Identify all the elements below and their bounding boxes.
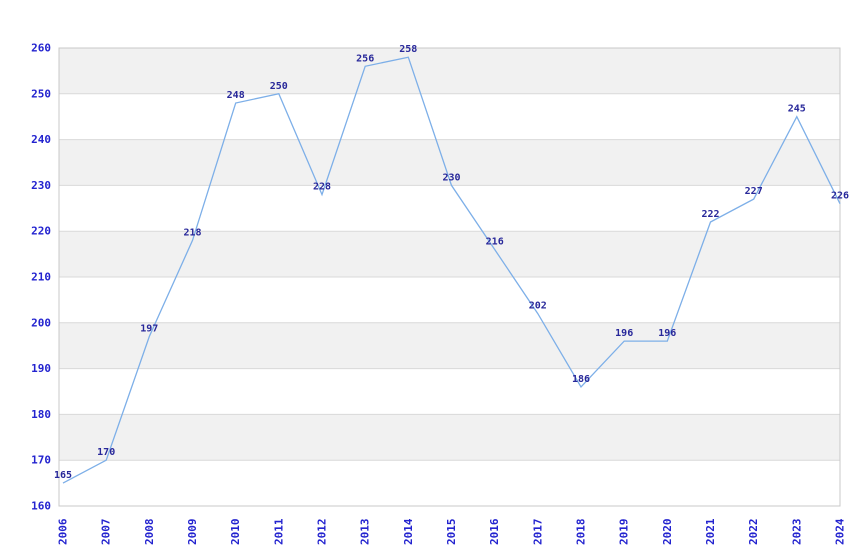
x-tick-label: 2024: [834, 518, 847, 545]
point-label: 186: [572, 374, 590, 385]
x-tick-label: 2013: [359, 519, 372, 546]
x-tick-label: 2010: [229, 519, 242, 546]
point-label: 226: [831, 191, 849, 202]
point-label: 170: [97, 447, 115, 458]
point-label: 197: [140, 324, 158, 335]
point-label: 230: [442, 172, 460, 183]
y-tick-label: 210: [31, 271, 51, 284]
y-tick-label: 250: [31, 87, 51, 100]
y-tick-label: 220: [31, 225, 51, 238]
x-tick-label: 2019: [618, 519, 631, 546]
y-tick-label: 180: [31, 408, 51, 421]
y-tick-label: 230: [31, 179, 51, 192]
point-label: 245: [788, 104, 806, 115]
grid-band: [59, 322, 840, 369]
point-label: 202: [529, 301, 547, 312]
series-line: [62, 56, 841, 484]
x-tick-label: 2023: [790, 519, 803, 546]
y-tick-label: 170: [31, 454, 51, 467]
y-tick-label: 190: [31, 362, 51, 375]
point-label: 196: [615, 328, 633, 339]
point-label: 248: [227, 90, 245, 101]
x-tick-label: 2008: [143, 519, 156, 546]
y-tick-label: 160: [31, 500, 51, 513]
x-tick-label: 2015: [445, 519, 458, 546]
point-label: 228: [313, 182, 331, 193]
point-label: 256: [356, 53, 374, 64]
x-tick-label: 2016: [488, 518, 501, 545]
x-tick-label: 2012: [316, 519, 329, 546]
x-tick-label: 2017: [531, 519, 544, 546]
x-tick-label: 2011: [272, 518, 285, 545]
x-tick-label: 2020: [661, 519, 674, 546]
point-label: 196: [658, 328, 676, 339]
plot-border: [58, 47, 841, 507]
y-tick-label: 260: [31, 42, 51, 55]
y-tick-label: 240: [31, 133, 51, 146]
x-tick-label: 2007: [100, 519, 113, 546]
grid-band: [59, 231, 840, 277]
grid-band: [59, 414, 840, 461]
x-tick-label: 2009: [186, 519, 199, 546]
grid-band: [59, 48, 840, 94]
y-tick-label: 200: [31, 316, 51, 329]
point-label: 218: [183, 227, 201, 238]
x-tick-label: 2006: [57, 518, 70, 545]
point-label: 250: [270, 81, 288, 92]
point-label: 258: [399, 44, 417, 55]
x-tick-label: 2018: [575, 519, 588, 546]
point-label: 216: [486, 237, 504, 248]
point-label: 165: [54, 470, 72, 481]
x-tick-label: 2022: [747, 519, 760, 546]
x-tick-label: 2021: [704, 518, 717, 545]
point-label: 227: [745, 186, 763, 197]
x-tick-label: 2014: [402, 518, 415, 545]
point-label: 222: [701, 209, 719, 220]
